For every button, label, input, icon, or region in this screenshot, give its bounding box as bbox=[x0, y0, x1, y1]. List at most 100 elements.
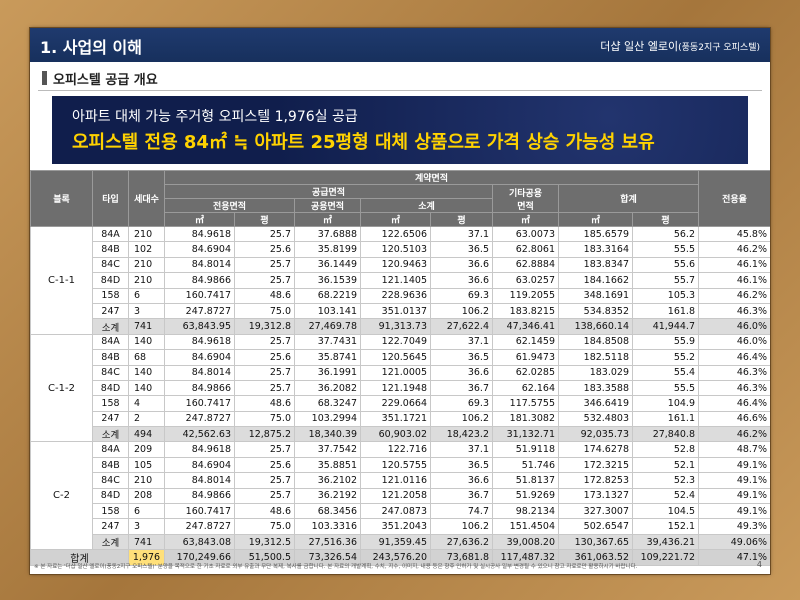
table-cell: 210 bbox=[128, 256, 165, 274]
table-row: C-1-2 84A 140 84.9618 25.7 37.7431 122.7049 37.… bbox=[30, 333, 770, 443]
table-cell: 106.2 bbox=[430, 518, 493, 535]
table-cell: 68.3456 bbox=[294, 503, 361, 520]
divider bbox=[38, 90, 762, 91]
table-cell: 105.3 bbox=[632, 287, 699, 304]
table-cell: 37.1 bbox=[430, 333, 493, 351]
table-cell: 247 bbox=[92, 302, 129, 320]
table-cell: 48.6 bbox=[234, 287, 295, 304]
table-row: 84C 140 84.8014 25.7 36.1991 121.0005 36.6 62.0… bbox=[31, 364, 770, 381]
table-cell: 25.7 bbox=[234, 472, 295, 489]
table-cell: 84A bbox=[92, 441, 129, 458]
grand-total-cell: 170,249.66 bbox=[164, 549, 235, 567]
table-cell: 75.0 bbox=[234, 410, 295, 428]
subtotal-cell: 39,008.20 bbox=[492, 533, 559, 551]
table-cell: 52.1 bbox=[632, 456, 699, 474]
table-cell: 534.8352 bbox=[558, 302, 633, 320]
table-row: 158 6 160.7417 48.6 68.3456 247.0873 74.7 98.21… bbox=[31, 503, 770, 520]
table-cell: 84.9618 bbox=[164, 225, 235, 243]
subtotal-cell: 18,340.39 bbox=[294, 426, 361, 443]
table-cell: 45.8% bbox=[698, 225, 770, 243]
table-cell: 63.0073 bbox=[492, 225, 559, 243]
header-unit-2: ㎡ bbox=[294, 212, 361, 227]
header-unit-3: ㎡ bbox=[360, 212, 431, 227]
table-row: 84B 68 84.6904 25.6 35.8741 120.5645 36.5 61.94… bbox=[31, 349, 770, 366]
table-cell: 68.3247 bbox=[294, 395, 361, 412]
slide: 1. 사업의 이해 더샵 일산 엘로이(풍동2지구 오피스텔) 오피스텔 공급 … bbox=[30, 28, 770, 574]
table-cell: 25.7 bbox=[234, 225, 295, 243]
table-cell: 51.9269 bbox=[492, 487, 559, 505]
section-title: 1. 사업의 이해 bbox=[40, 38, 142, 57]
table-cell: 98.2134 bbox=[492, 503, 559, 520]
subtitle-bar-icon bbox=[42, 71, 47, 85]
table-cell: 184.8508 bbox=[558, 333, 633, 351]
table-cell: 2 bbox=[128, 410, 165, 428]
table-cell: 62.8061 bbox=[492, 241, 559, 258]
table-cell: 69.3 bbox=[430, 395, 493, 412]
subtotal-cell: 18,423.2 bbox=[430, 426, 493, 443]
table-cell: 36.2082 bbox=[294, 379, 361, 397]
grand-total-row: 합계 1,976 170,249.66 51,500.5 73,326.54 243,57… bbox=[30, 549, 770, 567]
table-cell: 55.7 bbox=[632, 272, 699, 289]
subtotal-cell: 27,636.2 bbox=[430, 533, 493, 551]
subtotal-cell: 19,312.5 bbox=[234, 533, 295, 551]
header-unit-7: 평 bbox=[632, 212, 699, 227]
table-cell: 84.8014 bbox=[164, 364, 235, 381]
grand-total-cell: 243,576.20 bbox=[360, 549, 431, 567]
table-cell: 183.8215 bbox=[492, 302, 559, 320]
table-row: 84C 210 84.8014 25.7 36.1449 120.9463 36.6 62.8… bbox=[31, 256, 770, 274]
table-cell: 158 bbox=[92, 287, 129, 304]
table-cell: 35.8851 bbox=[294, 456, 361, 474]
table-cell: 36.6 bbox=[430, 364, 493, 381]
table-cell: 120.5645 bbox=[360, 349, 431, 366]
table-cell: 55.2 bbox=[632, 349, 699, 366]
table-cell: 55.9 bbox=[632, 333, 699, 351]
table-cell: 247.0873 bbox=[360, 503, 431, 520]
table-row: 158 6 160.7417 48.6 68.2219 228.9636 69.3 119.2… bbox=[31, 287, 770, 304]
subtotal-cell: 소계 bbox=[92, 318, 129, 335]
table-cell: 48.7% bbox=[698, 441, 770, 458]
table-cell: 46.3% bbox=[698, 379, 770, 397]
table-cell: 61.9473 bbox=[492, 349, 559, 366]
table-cell: 84D bbox=[92, 487, 129, 505]
table-cell: 140 bbox=[128, 364, 165, 381]
subtitle-text: 오피스텔 공급 개요 bbox=[53, 72, 158, 88]
table-cell: 502.6547 bbox=[558, 518, 633, 535]
table-cell: 68.2219 bbox=[294, 287, 361, 304]
table-cell: 122.716 bbox=[360, 441, 431, 458]
table-cell: 46.0% bbox=[698, 333, 770, 351]
table-row: 247 2 247.8727 75.0 103.2994 351.1721 106.2 181… bbox=[31, 410, 770, 428]
table-cell: 48.6 bbox=[234, 503, 295, 520]
table-cell: 103.2994 bbox=[294, 410, 361, 428]
table-cell: 46.4% bbox=[698, 349, 770, 366]
table-cell: 161.8 bbox=[632, 302, 699, 320]
subtotal-cell: 31,132.71 bbox=[492, 426, 559, 443]
project-name: 더샵 일산 엘로이 bbox=[600, 40, 679, 53]
table-cell: 103.3316 bbox=[294, 518, 361, 535]
table-cell: 3 bbox=[128, 518, 165, 535]
header-total: 합계 bbox=[558, 184, 699, 213]
table-cell: 84C bbox=[92, 472, 129, 489]
subtotal-row: 소계 741 63,843.95 19,312.8 27,469.78 91,313.73… bbox=[31, 318, 770, 335]
table-cell: 84.8014 bbox=[164, 472, 235, 489]
subtitle: 오피스텔 공급 개요 bbox=[42, 68, 158, 88]
table-cell: 62.1459 bbox=[492, 333, 559, 351]
table-cell: 69.3 bbox=[430, 287, 493, 304]
header-unit-5: ㎡ bbox=[492, 212, 559, 227]
table-cell: 25.7 bbox=[234, 379, 295, 397]
table-cell: 46.6% bbox=[698, 410, 770, 428]
table-cell: 25.7 bbox=[234, 272, 295, 289]
subtotal-cell: 91,313.73 bbox=[360, 318, 431, 335]
table-cell: 84B bbox=[92, 349, 129, 366]
table-cell: 75.0 bbox=[234, 302, 295, 320]
table-cell: 152.1 bbox=[632, 518, 699, 535]
table-cell: 62.164 bbox=[492, 379, 559, 397]
grand-total-cell: 73,681.8 bbox=[430, 549, 493, 567]
table-cell: 84.6904 bbox=[164, 241, 235, 258]
table-cell: 37.1 bbox=[430, 225, 493, 243]
table-cell: 208 bbox=[128, 487, 165, 505]
table-cell: 55.6 bbox=[632, 256, 699, 274]
subtotal-cell: 741 bbox=[128, 318, 165, 335]
table-cell: 174.6278 bbox=[558, 441, 633, 458]
table-cell: 46.3% bbox=[698, 302, 770, 320]
